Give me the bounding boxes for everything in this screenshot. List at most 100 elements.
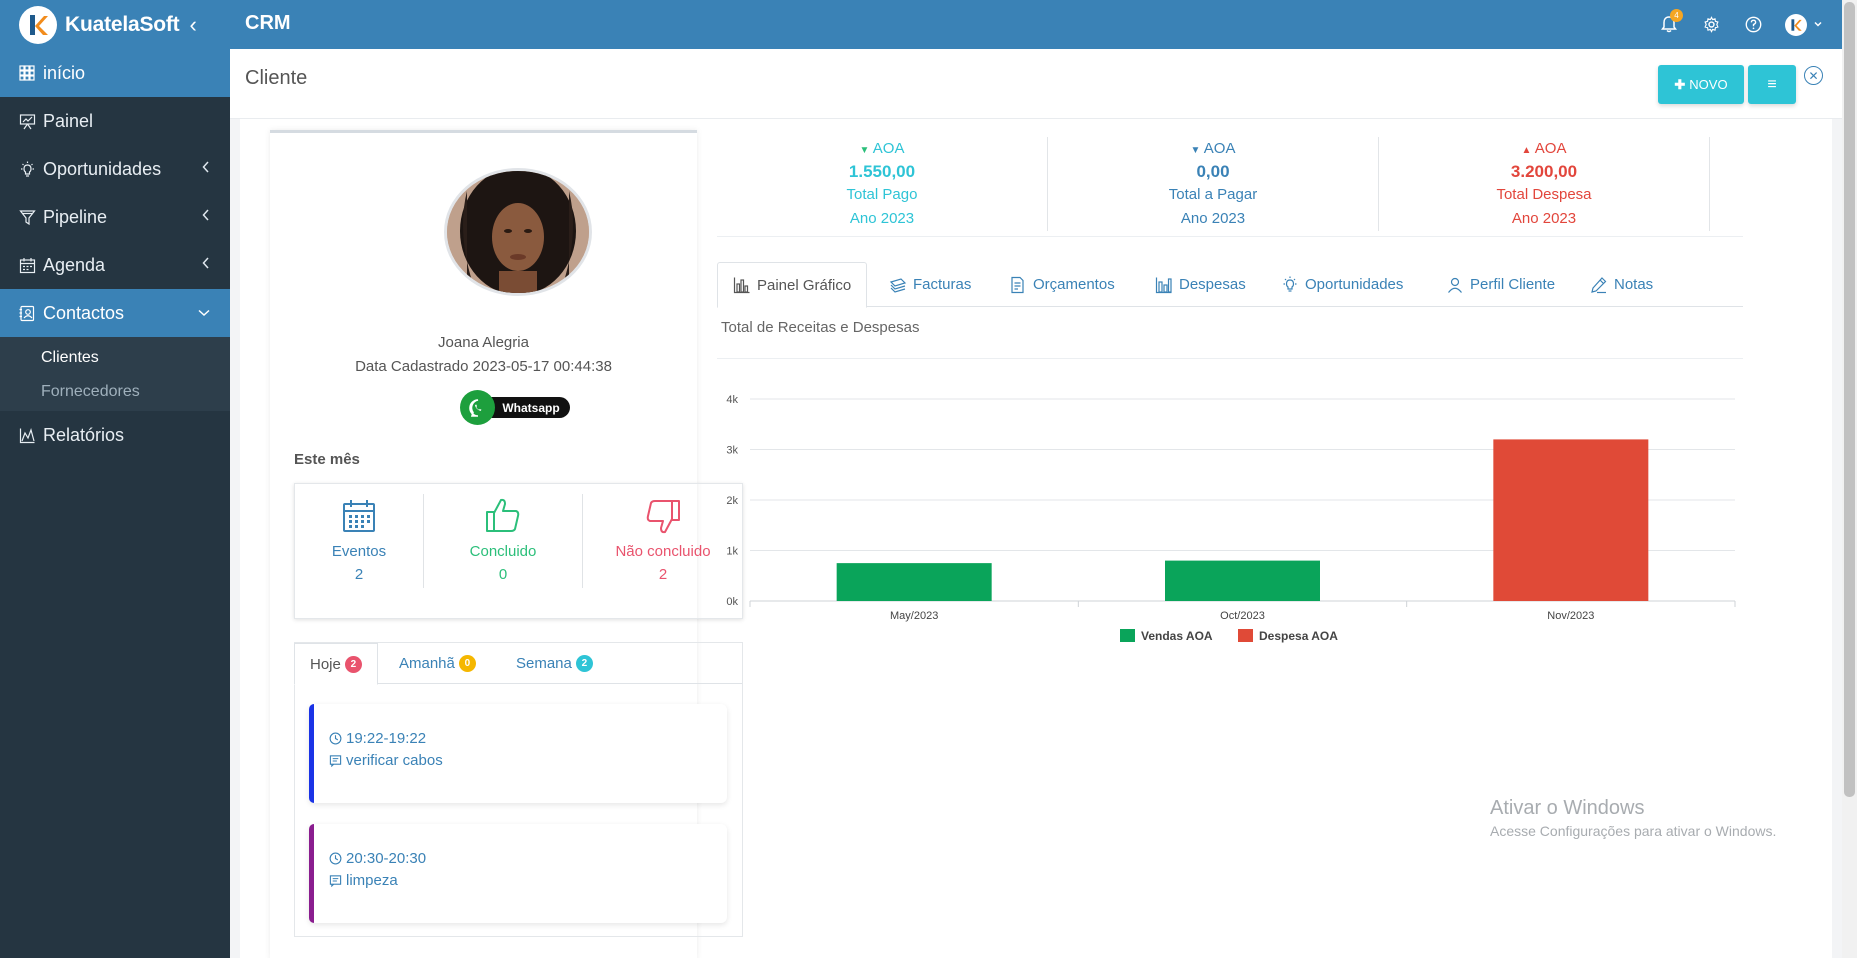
sidebar-item-label: Agenda: [43, 254, 106, 275]
y-tick-label: 4k: [726, 394, 738, 406]
month-stats: Eventos 2 Concluido 0 Não concluido 2: [294, 483, 743, 619]
chevron-down-icon: [198, 304, 210, 320]
summary-value: 0,00: [1196, 162, 1230, 181]
task-time: 20:30-20:30: [329, 850, 426, 867]
hamburger-icon: ≡: [1767, 75, 1777, 93]
summary-divider: [1047, 137, 1048, 231]
tab-facturas[interactable]: Facturas: [889, 262, 971, 307]
document-icon: [1011, 276, 1024, 293]
sidebar-item-label: Oportunidades: [43, 158, 162, 179]
page-scrollbar[interactable]: [1842, 0, 1857, 958]
sidebar-toggle-icon[interactable]: ‹: [189, 11, 197, 37]
summary-year: Ano 2023: [1511, 210, 1577, 227]
menu-button[interactable]: ≡: [1748, 65, 1796, 104]
thumbs-down-icon: [646, 500, 680, 534]
clock-icon: [329, 852, 342, 865]
close-button[interactable]: ✕: [1804, 66, 1823, 85]
stat-divider: [582, 494, 583, 588]
caret-down-icon: ▼: [1190, 145, 1201, 156]
chevron-left-icon: [202, 256, 210, 272]
stat-value: 2: [354, 566, 364, 583]
summary-currency: ▼ AOA: [859, 140, 905, 157]
tab-semana[interactable]: Semana 2: [516, 643, 593, 684]
presentation-icon: [19, 111, 39, 131]
stat-not-completed: Não concluido 2: [583, 484, 743, 620]
chart-divider: [717, 358, 1743, 359]
tab-label: Amanhã: [399, 655, 455, 672]
user-icon: [1448, 277, 1462, 293]
task-color-bar: [309, 704, 314, 803]
legend-swatch: [1238, 629, 1253, 642]
bar-chart-icon: [733, 277, 750, 294]
notifications-button[interactable]: 4: [1648, 0, 1690, 49]
tab-despesas[interactable]: Despesas: [1155, 262, 1246, 307]
brand: KuatelaSoft ‹: [0, 0, 230, 49]
sidebar-subitem-clientes[interactable]: Clientes: [41, 349, 99, 366]
tab-amanha[interactable]: Amanhã 0: [399, 643, 476, 684]
user-menu[interactable]: [1774, 0, 1834, 49]
tab-painel-grafico[interactable]: Painel Gráfico: [717, 262, 868, 308]
tab-hoje[interactable]: Hoje 2: [294, 643, 378, 685]
money-icon: [889, 277, 907, 293]
tab-count-badge: 0: [458, 655, 476, 672]
y-tick-label: 3k: [726, 445, 738, 457]
whatsapp-icon: [460, 390, 495, 425]
y-tick-label: 2k: [726, 495, 738, 507]
gear-icon: [1703, 16, 1719, 33]
scrollbar-thumb[interactable]: [1844, 2, 1855, 797]
summary-value: 1.550,00: [848, 162, 916, 181]
legend-label: Despesa AOA: [1259, 629, 1338, 643]
tab-count-badge: 2: [575, 655, 593, 672]
settings-button[interactable]: [1690, 0, 1732, 49]
client-name: Joana Alegria: [438, 334, 529, 351]
tab-orcamentos[interactable]: Orçamentos: [1009, 262, 1115, 307]
chevron-left-icon: [202, 208, 210, 224]
help-button[interactable]: [1732, 0, 1774, 49]
stat-divider: [423, 494, 424, 588]
notification-badge: 4: [1670, 9, 1683, 22]
x-tick-label: Nov/2023: [1547, 610, 1594, 622]
sidebar-item-inicio[interactable]: início: [0, 49, 230, 97]
sidebar-item-contactos[interactable]: Contactos: [0, 289, 230, 337]
whatsapp-button[interactable]: Whatsapp: [460, 390, 574, 425]
summary-year: Ano 2023: [1180, 210, 1246, 227]
chevron-left-icon: [202, 160, 210, 176]
stat-label: Eventos: [331, 543, 387, 560]
summary-label: Total Despesa: [1496, 186, 1592, 203]
summary-year: Ano 2023: [849, 210, 915, 227]
note-icon: [329, 875, 342, 887]
summary-divider: [1378, 137, 1379, 231]
sidebar-item-pipeline[interactable]: Pipeline: [0, 193, 230, 241]
sidebar-item-label: Contactos: [43, 302, 125, 323]
new-button[interactable]: ✚ NOVO: [1658, 65, 1744, 104]
task-time: 19:22-19:22: [329, 730, 426, 747]
sidebar-item-agenda[interactable]: Agenda: [0, 241, 230, 289]
tab-perfil-cliente[interactable]: Perfil Cliente: [1446, 262, 1555, 307]
sidebar-item-label: Painel: [43, 110, 94, 131]
sidebar-item-painel[interactable]: Painel: [0, 97, 230, 145]
content-panel: Joana Alegria Data Cadastrado 2023-05-17…: [240, 119, 1832, 958]
topbar-actions: 4: [1648, 0, 1834, 49]
summary-value: 3.200,00: [1510, 162, 1578, 181]
user-avatar: [1785, 13, 1807, 36]
client-avatar: [444, 168, 592, 296]
summary-currency: ▼ AOA: [1190, 140, 1236, 157]
sidebar-item-label: Relatórios: [43, 424, 125, 445]
contacts-icon: [19, 303, 39, 323]
sidebar-item-relatorios[interactable]: Relatórios: [0, 411, 230, 459]
tasks-tabs: Hoje 2 Amanhã 0 Semana 2: [294, 643, 742, 685]
sidebar-subitem-fornecedores[interactable]: Fornecedores: [41, 383, 140, 400]
tab-notas[interactable]: Notas: [1590, 262, 1653, 307]
task-card[interactable]: 19:22-19:22 verificar cabos: [309, 704, 727, 803]
y-tick-label: 0k: [726, 596, 738, 608]
new-button-label: NOVO: [1689, 77, 1728, 92]
caret-down-icon: ▼: [859, 145, 870, 156]
bulb-icon: [19, 159, 39, 179]
contactos-submenu: Clientes Fornecedores: [0, 337, 230, 411]
bar: [1165, 560, 1320, 601]
task-card[interactable]: 20:30-20:30 limpeza: [309, 824, 727, 923]
tab-oportunidades[interactable]: Oportunidades: [1281, 262, 1403, 307]
stat-completed: Concluido 0: [424, 484, 582, 620]
brand-logo[interactable]: [19, 5, 57, 44]
sidebar-item-oportunidades[interactable]: Oportunidades: [0, 145, 230, 193]
